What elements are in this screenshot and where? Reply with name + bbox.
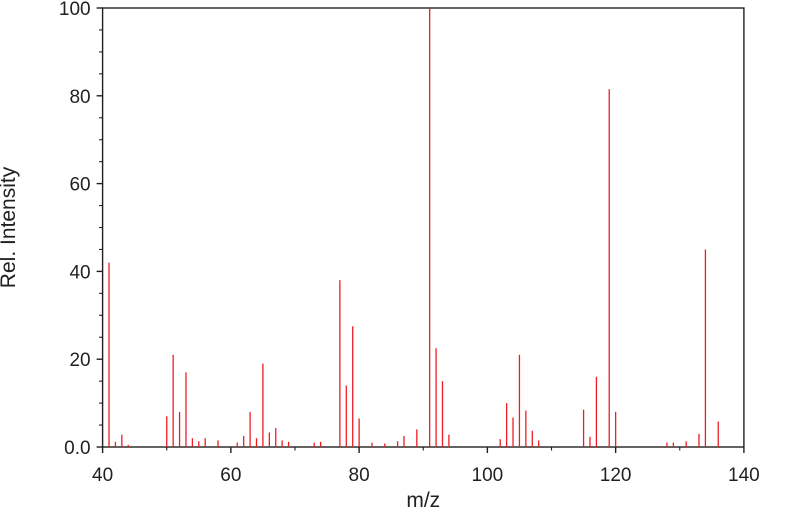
svg-text:60: 60: [220, 465, 241, 486]
svg-text:120: 120: [600, 465, 632, 486]
svg-text:20: 20: [69, 350, 90, 371]
svg-text:0.0: 0.0: [64, 438, 90, 459]
svg-text:140: 140: [728, 465, 760, 486]
svg-text:Rel. Intensity: Rel. Intensity: [0, 166, 20, 288]
svg-text:40: 40: [69, 262, 90, 283]
svg-text:80: 80: [69, 87, 90, 108]
svg-text:40: 40: [92, 465, 113, 486]
svg-text:60: 60: [69, 175, 90, 196]
svg-text:m/z: m/z: [406, 489, 440, 512]
svg-text:80: 80: [349, 465, 370, 486]
svg-text:100: 100: [472, 465, 504, 486]
svg-text:100: 100: [59, 0, 91, 20]
